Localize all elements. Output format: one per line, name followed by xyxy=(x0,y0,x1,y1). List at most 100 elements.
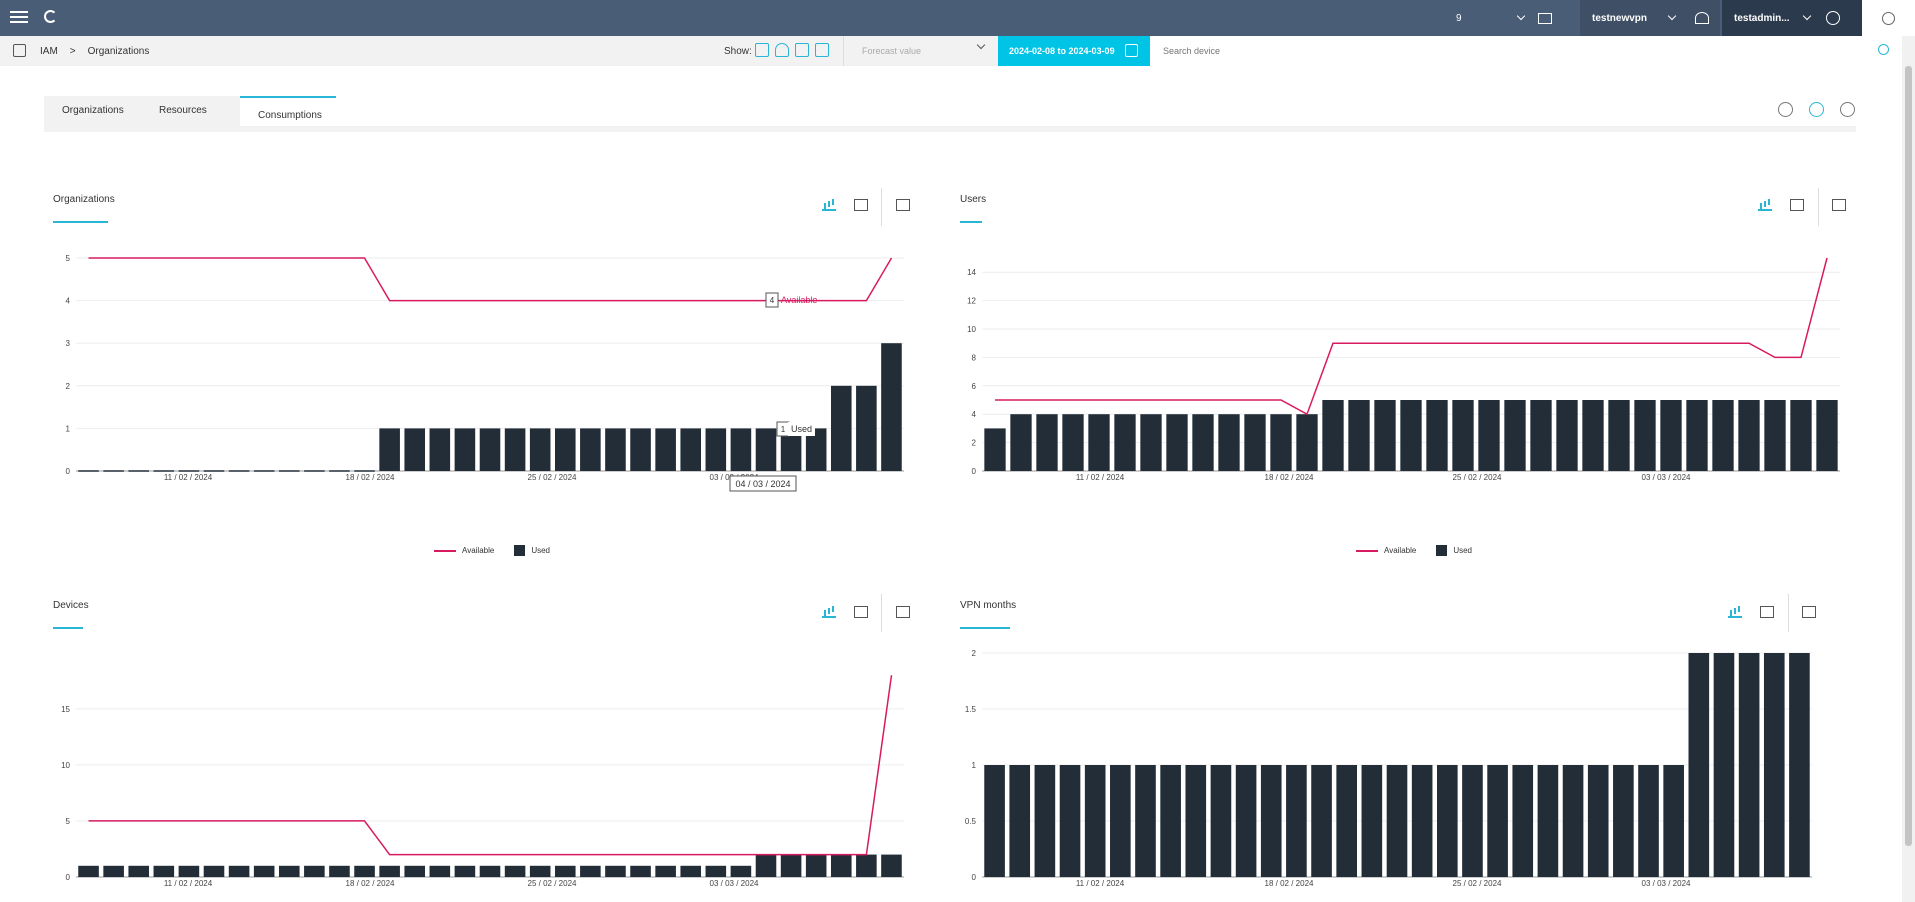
y-tick-label: 0 xyxy=(66,873,71,882)
bar xyxy=(1478,400,1500,471)
legend-used[interactable]: Used xyxy=(1453,546,1473,555)
search-input[interactable] xyxy=(1150,36,1900,66)
panel-title-users: Users xyxy=(960,194,987,205)
bar xyxy=(984,765,1005,877)
tab-resources[interactable]: Resources xyxy=(141,96,240,126)
bar xyxy=(1789,653,1810,877)
bar xyxy=(504,865,526,877)
bar xyxy=(1010,414,1032,471)
bar xyxy=(1487,765,1508,877)
antenna-icon[interactable] xyxy=(1695,12,1710,24)
bar xyxy=(404,865,426,877)
help-icon[interactable] xyxy=(1840,102,1855,117)
x-tick-label: 18 / 02 / 2024 xyxy=(346,473,395,482)
bar xyxy=(1110,765,1131,877)
show-label: Show: xyxy=(724,46,752,57)
legend-bar-icon xyxy=(514,545,526,556)
y-tick-label: 0.5 xyxy=(965,817,977,826)
date-range-picker[interactable]: 2024-02-08 to 2024-03-09 xyxy=(998,36,1150,66)
globe-icon[interactable] xyxy=(1882,11,1895,25)
monitor-filter-icon[interactable] xyxy=(795,43,809,57)
bar xyxy=(1712,400,1734,471)
bar xyxy=(1361,765,1383,877)
tooltip-available-value: 4 xyxy=(770,296,775,305)
bar xyxy=(1336,765,1358,877)
bar xyxy=(984,428,1006,471)
bar xyxy=(1244,414,1266,471)
bar xyxy=(1322,400,1344,471)
power-icon[interactable] xyxy=(1825,11,1840,25)
hierarchy-icon[interactable] xyxy=(1778,102,1793,117)
table-view-icon[interactable] xyxy=(1790,199,1804,211)
bar xyxy=(479,865,501,877)
panel-underline xyxy=(960,627,1010,629)
bar xyxy=(1218,414,1240,471)
monitor-icon[interactable] xyxy=(1537,12,1552,24)
table-view-icon[interactable] xyxy=(1760,606,1774,618)
legend-used[interactable]: Used xyxy=(531,546,551,555)
notification-selector[interactable]: 9 xyxy=(1448,0,1558,36)
breadcrumb-separator: > xyxy=(69,46,76,57)
y-tick-label: 1 xyxy=(66,424,71,433)
bar xyxy=(1062,414,1084,471)
legend-available[interactable]: Available xyxy=(462,546,495,555)
download-icon[interactable] xyxy=(896,606,910,618)
x-tick-label: 03 / 03 / 2024 xyxy=(1642,879,1691,888)
tab-organizations[interactable]: Organizations xyxy=(44,96,141,126)
calendar-icon[interactable] xyxy=(1125,44,1138,57)
chart-view-icon[interactable] xyxy=(1728,606,1742,618)
download-icon[interactable] xyxy=(1802,606,1816,618)
table-view-icon[interactable] xyxy=(854,606,868,618)
divider xyxy=(1788,594,1789,632)
breadcrumb: IAM > Organizations xyxy=(40,46,149,57)
forecast-select[interactable]: Forecast value xyxy=(843,36,998,66)
bar xyxy=(78,865,99,877)
bar xyxy=(354,865,375,877)
bar xyxy=(404,428,426,471)
antenna-filter-icon[interactable] xyxy=(755,43,769,57)
menu-icon[interactable] xyxy=(10,8,28,28)
user-filter-icon[interactable] xyxy=(775,43,789,57)
y-tick-label: 5 xyxy=(66,817,71,826)
bar xyxy=(830,385,852,471)
bar xyxy=(1452,400,1474,471)
bar xyxy=(1009,765,1031,877)
bar xyxy=(655,865,676,877)
x-tick-label: 25 / 02 / 2024 xyxy=(528,473,577,482)
bar xyxy=(1686,400,1708,471)
chart-view-icon[interactable] xyxy=(822,606,836,618)
bar xyxy=(1738,400,1760,471)
bar xyxy=(1660,400,1682,471)
download-icon[interactable] xyxy=(896,199,910,211)
y-tick-label: 1.5 xyxy=(965,705,977,714)
date-range-text: 2024-02-08 to 2024-03-09 xyxy=(1009,46,1115,56)
download-icon[interactable] xyxy=(1832,199,1846,211)
scrollbar-thumb[interactable] xyxy=(1905,66,1912,846)
tooltip-available-label: Available xyxy=(781,295,817,305)
scrollbar[interactable] xyxy=(1902,36,1915,902)
y-tick-label: 2 xyxy=(972,439,977,448)
screen-filter-icon[interactable] xyxy=(815,43,829,57)
bar xyxy=(1084,765,1106,877)
bar xyxy=(429,865,451,877)
search-icon[interactable] xyxy=(1878,44,1889,55)
vpn-name: testnewvpn xyxy=(1592,12,1648,24)
user-selector[interactable]: testadmin... xyxy=(1722,0,1862,36)
table-view-icon[interactable] xyxy=(854,199,868,211)
breadcrumb-iam[interactable]: IAM xyxy=(40,46,58,57)
bar xyxy=(203,865,225,877)
view-tools xyxy=(1778,102,1855,117)
chart-view-icon[interactable] xyxy=(1758,199,1772,211)
bar xyxy=(1192,414,1214,471)
tab-consumptions[interactable]: Consumptions xyxy=(240,96,336,126)
vpn-selector[interactable]: testnewvpn xyxy=(1580,0,1720,36)
bar xyxy=(1688,653,1710,877)
home-icon[interactable] xyxy=(13,44,26,57)
y-tick-label: 10 xyxy=(61,761,70,770)
bar xyxy=(479,428,501,471)
chart-view-icon[interactable] xyxy=(822,199,836,211)
language-selector[interactable] xyxy=(1862,0,1915,36)
bar xyxy=(429,428,451,471)
y-tick-label: 12 xyxy=(967,297,976,306)
legend-available[interactable]: Available xyxy=(1384,546,1417,555)
